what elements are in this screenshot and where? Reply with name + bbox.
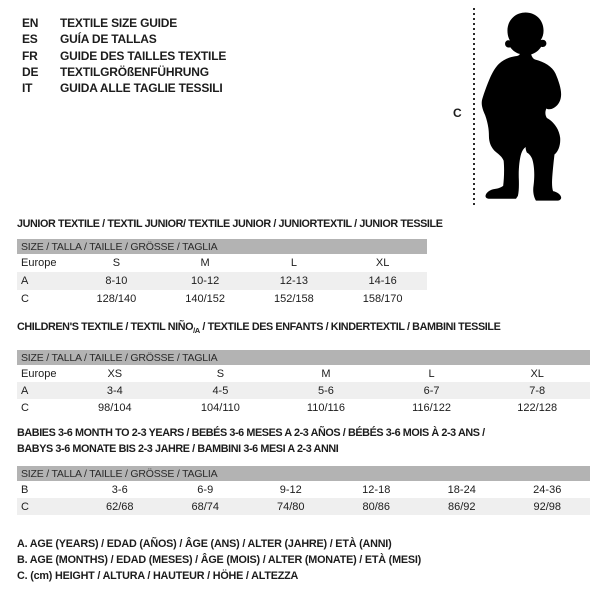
table-cell: 116/122 bbox=[412, 401, 452, 414]
table-row-europe: Europe XS S M L XL bbox=[17, 365, 590, 382]
lang-code: IT bbox=[22, 81, 33, 96]
lang-title: GUIDE DES TAILLES TEXTILE bbox=[60, 48, 227, 63]
table-cell: 5-6 bbox=[273, 382, 379, 399]
table-cell: 4-5 bbox=[167, 382, 274, 399]
lang-row-it: IT GUIDA ALLE TAGLIE TESSILI bbox=[22, 80, 226, 96]
size-header-cell: SIZE / TALLA / TAILLE / GRÖSSE / TAGLIA bbox=[17, 350, 590, 365]
table-cell: 92/98 bbox=[504, 498, 590, 515]
children-size-table: SIZE / TALLA / TAILLE / GRÖSSE / TAGLIA … bbox=[17, 350, 590, 416]
table-cell: 68/74 bbox=[162, 498, 248, 515]
lang-row-en: EN TEXTILE SIZE GUIDE bbox=[22, 15, 226, 31]
table-cell: M bbox=[321, 367, 331, 380]
table-cell: 80/86 bbox=[333, 498, 419, 515]
table-cell: 62/68 bbox=[77, 498, 163, 515]
table-cell: M bbox=[200, 257, 210, 269]
lang-title: TEXTILE SIZE GUIDE bbox=[60, 16, 178, 30]
table-cell: S bbox=[112, 257, 121, 269]
row-label: Europe bbox=[21, 257, 57, 269]
table-row-height: C 98/104 104/110 110/116 116/122 122/128 bbox=[17, 399, 590, 416]
table-cell: XL bbox=[530, 367, 544, 380]
table-row-age: A 8-10 10-12 12-13 14-16 bbox=[17, 272, 427, 290]
table-cell: 12-13 bbox=[249, 272, 339, 290]
table-row-europe: Europe S M L XL bbox=[17, 254, 427, 272]
legend: A. AGE (YEARS) / EDAD (AÑOS) / ÂGE (ANS)… bbox=[17, 536, 421, 585]
title-line-2: BABYS 3-6 MONATE BIS 2-3 JAHRE / BAMBINI… bbox=[17, 442, 339, 455]
legend-line-c: C. (cm) HEIGHT / ALTURA / HAUTEUR / HÖHE… bbox=[17, 570, 299, 583]
table-cell: 18-24 bbox=[447, 483, 476, 496]
row-label: B bbox=[21, 483, 29, 496]
row-label: C bbox=[21, 293, 29, 305]
lang-row-es: ES GUÍA DE TALLAS bbox=[22, 31, 226, 47]
lang-title: TEXTILGRÖßENFÜHRUNG bbox=[60, 64, 209, 79]
table-cell: XL bbox=[375, 257, 390, 269]
lang-row-fr: FR GUIDE DES TAILLES TEXTILE bbox=[22, 48, 226, 64]
title-line-1: BABIES 3-6 MONTH TO 2-3 YEARS / BEBÉS 3-… bbox=[17, 427, 485, 439]
baby-silhouette-icon bbox=[481, 12, 562, 201]
language-header: EN TEXTILE SIZE GUIDE ES GUÍA DE TALLAS … bbox=[22, 15, 226, 96]
table-cell: 86/92 bbox=[419, 498, 505, 515]
table-cell: 3-6 bbox=[111, 483, 128, 496]
lang-code: DE bbox=[22, 64, 39, 79]
table-row-height: C 128/140 140/152 152/158 158/170 bbox=[17, 290, 427, 308]
junior-size-table: SIZE / TALLA / TAILLE / GRÖSSE / TAGLIA … bbox=[17, 239, 427, 308]
table-cell: 158/170 bbox=[362, 293, 403, 305]
table-cell: L bbox=[428, 367, 435, 380]
babies-table-title: BABIES 3-6 MONTH TO 2-3 YEARS / BEBÉS 3-… bbox=[17, 426, 485, 457]
title-text: / TEXTILE DES ENFANTS / KINDERTEXTIL / B… bbox=[199, 321, 501, 333]
junior-table-title: JUNIOR TEXTILE / TEXTIL JUNIOR/ TEXTILE … bbox=[17, 218, 443, 230]
measure-label-c: C bbox=[453, 106, 462, 120]
height-measure-dotted-line bbox=[473, 8, 475, 206]
table-cell: 98/104 bbox=[97, 401, 132, 414]
lang-row-de: DE TEXTILGRÖßENFÜHRUNG bbox=[22, 64, 226, 80]
table-row-age: A 3-4 4-5 5-6 6-7 7-8 bbox=[17, 382, 590, 399]
table-cell: 8-10 bbox=[72, 272, 161, 290]
row-label: C bbox=[17, 498, 77, 515]
table-cell: 6-7 bbox=[378, 382, 485, 399]
legend-line-a: A. AGE (YEARS) / EDAD (AÑOS) / ÂGE (ANS)… bbox=[17, 538, 392, 550]
table-cell: 12-18 bbox=[362, 483, 391, 496]
table-cell: 7-8 bbox=[484, 382, 590, 399]
table-cell: 140/152 bbox=[185, 293, 225, 305]
row-label: A bbox=[17, 272, 72, 290]
size-header-cell: SIZE / TALLA / TAILLE / GRÖSSE / TAGLIA bbox=[17, 466, 590, 481]
size-header-row: SIZE / TALLA / TAILLE / GRÖSSE / TAGLIA bbox=[17, 350, 590, 365]
title-sub: /A bbox=[193, 326, 200, 336]
row-label: Europe bbox=[21, 367, 57, 380]
lang-title: GUIDA ALLE TAGLIE TESSILI bbox=[60, 81, 223, 96]
row-label: A bbox=[17, 382, 62, 399]
table-row-age-months: B 3-6 6-9 9-12 12-18 18-24 24-36 bbox=[17, 481, 590, 498]
table-cell: 128/140 bbox=[96, 293, 137, 305]
table-cell: 3-4 bbox=[62, 382, 168, 399]
table-cell: XS bbox=[107, 367, 123, 380]
table-cell: L bbox=[290, 257, 297, 269]
size-header-row: SIZE / TALLA / TAILLE / GRÖSSE / TAGLIA bbox=[17, 239, 427, 254]
table-cell: 74/80 bbox=[248, 498, 334, 515]
table-cell: S bbox=[216, 367, 225, 380]
size-header-row: SIZE / TALLA / TAILLE / GRÖSSE / TAGLIA bbox=[17, 466, 590, 481]
babies-size-table: SIZE / TALLA / TAILLE / GRÖSSE / TAGLIA … bbox=[17, 466, 590, 515]
row-label: C bbox=[21, 401, 29, 414]
size-header-cell: SIZE / TALLA / TAILLE / GRÖSSE / TAGLIA bbox=[17, 239, 427, 254]
lang-code: ES bbox=[22, 32, 38, 47]
table-cell: 152/158 bbox=[273, 293, 314, 305]
table-cell: 24-36 bbox=[533, 483, 562, 496]
table-cell: 104/110 bbox=[200, 401, 240, 414]
table-cell: 10-12 bbox=[160, 272, 250, 290]
children-table-title: CHILDREN'S TEXTILE / TEXTIL NIÑO/A / TEX… bbox=[17, 321, 501, 336]
table-cell: 6-9 bbox=[197, 483, 214, 496]
table-cell: 122/128 bbox=[517, 401, 558, 414]
lang-code: EN bbox=[22, 16, 39, 30]
table-cell: 14-16 bbox=[338, 272, 427, 290]
title-text: CHILDREN'S TEXTILE / TEXTIL NIÑO bbox=[17, 321, 194, 333]
table-cell: 9-12 bbox=[279, 483, 302, 496]
table-row-height: C 62/68 68/74 74/80 80/86 86/92 92/98 bbox=[17, 498, 590, 515]
lang-title: GUÍA DE TALLAS bbox=[60, 32, 157, 47]
legend-line-b: B. AGE (MONTHS) / EDAD (MESES) / ÂGE (MO… bbox=[17, 554, 422, 567]
lang-code: FR bbox=[22, 48, 38, 63]
table-cell: 110/116 bbox=[306, 401, 346, 414]
